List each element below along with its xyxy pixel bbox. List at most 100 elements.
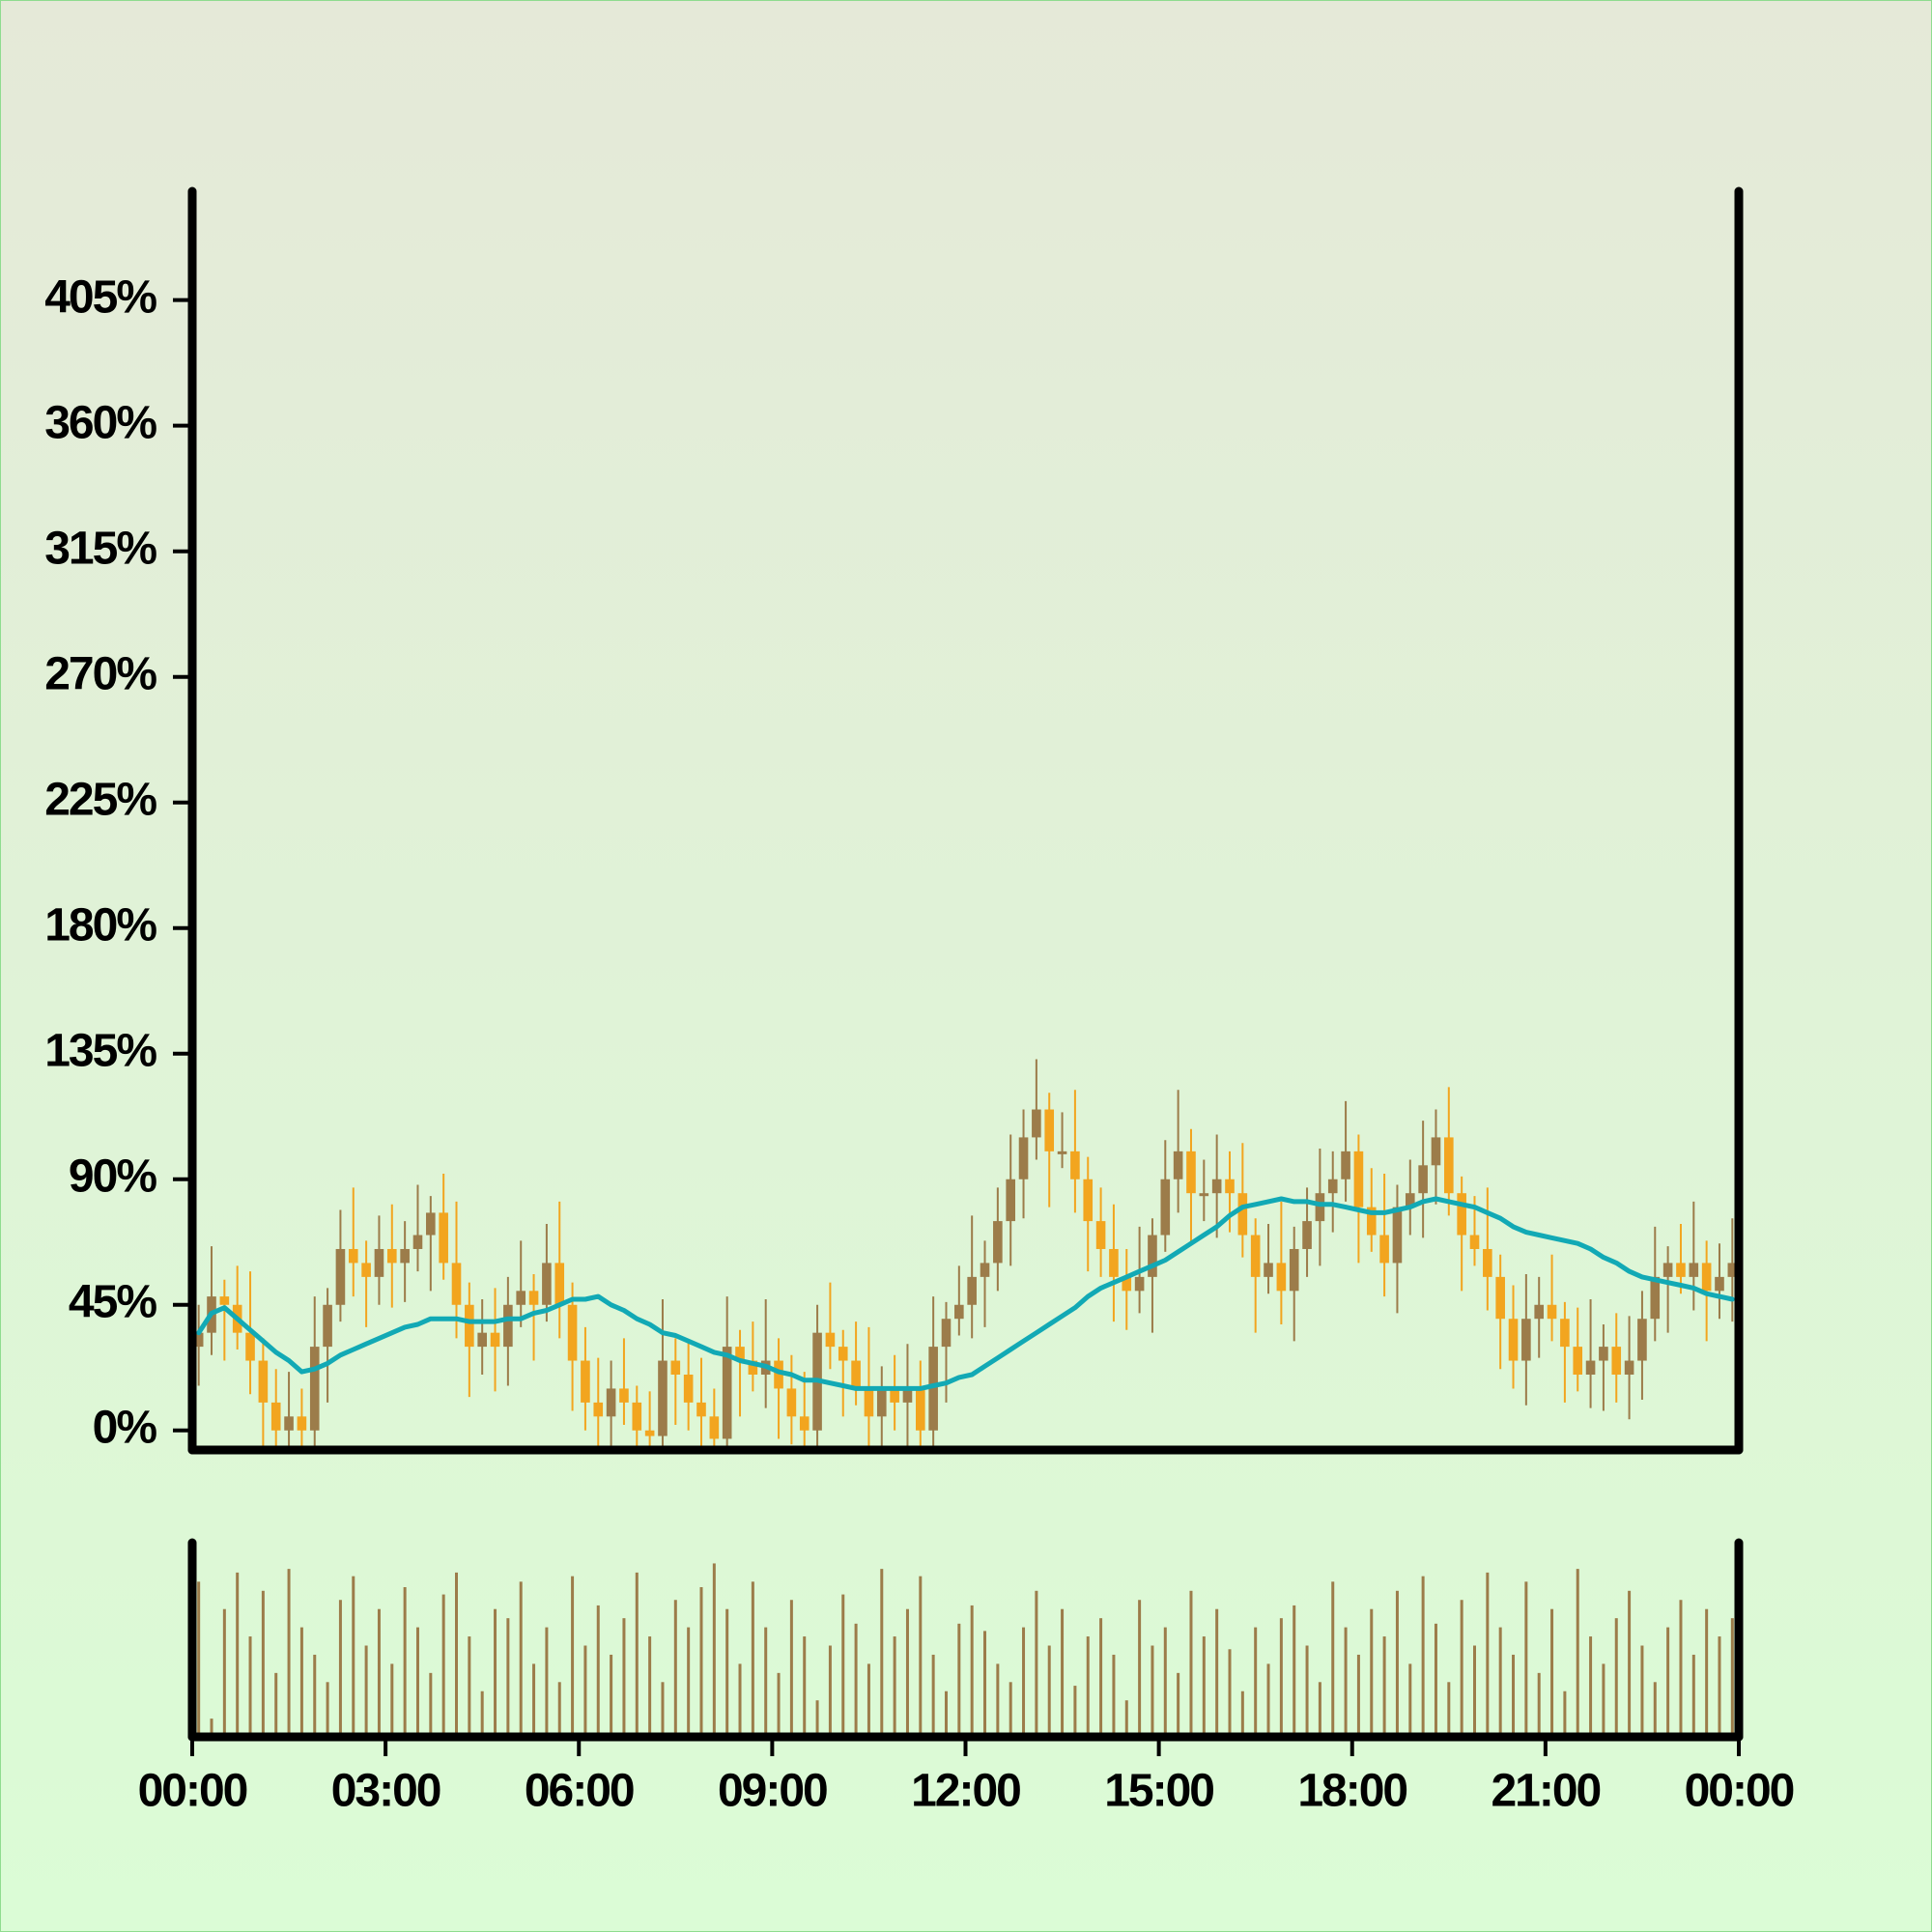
- volume-bar: [687, 1627, 691, 1737]
- candle-body: [876, 1388, 887, 1417]
- volume-bar: [789, 1600, 793, 1737]
- volume-bar: [248, 1636, 252, 1737]
- volume-bar: [1421, 1576, 1425, 1737]
- volume-bar: [1331, 1581, 1335, 1737]
- candle-body: [1508, 1319, 1519, 1361]
- volume-bar: [751, 1581, 754, 1737]
- candle-body: [542, 1263, 552, 1305]
- candle-body: [1676, 1263, 1686, 1277]
- candle-body: [1599, 1347, 1608, 1361]
- volume-bar: [1370, 1608, 1374, 1737]
- volume-bar: [648, 1636, 652, 1737]
- volume-bar: [1576, 1569, 1579, 1737]
- candle-body: [1689, 1263, 1699, 1277]
- volume-bar: [1035, 1590, 1038, 1737]
- candle-body: [1366, 1207, 1377, 1236]
- volume-bar: [210, 1719, 213, 1737]
- candle-body: [1560, 1319, 1570, 1348]
- candle-body: [683, 1374, 694, 1403]
- candle-body: [1302, 1221, 1312, 1249]
- candle-body: [335, 1248, 346, 1305]
- candle-body: [1315, 1193, 1325, 1222]
- volume-bar: [1730, 1618, 1734, 1737]
- candle-body: [528, 1291, 539, 1305]
- moving-average-line: [196, 1196, 1735, 1391]
- candle-body: [838, 1347, 848, 1361]
- volume-bar: [1498, 1627, 1502, 1737]
- candle-body: [465, 1304, 474, 1348]
- candle-body: [902, 1388, 913, 1403]
- volume-bar: [1460, 1600, 1463, 1737]
- y-tick-label: 270%: [44, 648, 156, 699]
- volume-bar: [1382, 1636, 1386, 1737]
- candle-body: [1264, 1263, 1273, 1277]
- volume-bar: [815, 1700, 819, 1737]
- volume-bar: [1447, 1682, 1451, 1737]
- volume-bar: [1228, 1649, 1232, 1737]
- volume-bar: [893, 1636, 896, 1737]
- y-tick-label: 180%: [44, 899, 156, 951]
- volume-bar: [274, 1672, 278, 1737]
- candle-body: [270, 1402, 281, 1431]
- candle-body: [1032, 1109, 1041, 1138]
- candle-body: [1044, 1109, 1055, 1151]
- candle-body: [1018, 1137, 1029, 1179]
- candle-body: [477, 1332, 487, 1348]
- candle-body: [284, 1416, 294, 1431]
- volume-bar: [1177, 1672, 1180, 1737]
- candle-body: [1109, 1248, 1119, 1277]
- candle-body: [928, 1347, 938, 1431]
- volume-bar: [1305, 1645, 1309, 1737]
- volume-bar: [1356, 1654, 1360, 1737]
- volume-bar: [1434, 1623, 1437, 1737]
- x-tick-label: 15:00: [1104, 1766, 1213, 1817]
- volume-bar: [571, 1576, 575, 1737]
- volume-bar: [1061, 1608, 1065, 1737]
- volume-bar: [1151, 1645, 1154, 1737]
- candle-body: [581, 1360, 590, 1403]
- candle-body: [980, 1263, 990, 1277]
- volume-bar: [390, 1663, 394, 1737]
- candle-body: [1457, 1193, 1466, 1236]
- volume-bar: [957, 1623, 961, 1737]
- candle-body: [644, 1430, 655, 1436]
- candle-body: [606, 1388, 616, 1417]
- candle-body: [1160, 1179, 1171, 1236]
- candle-body: [709, 1416, 720, 1439]
- candle-body: [1341, 1151, 1350, 1179]
- volume-bar: [725, 1608, 729, 1737]
- candle-body: [245, 1332, 255, 1361]
- candle-body: [426, 1212, 436, 1236]
- volume-bar: [1124, 1700, 1128, 1737]
- candle-body: [374, 1248, 384, 1277]
- candle-body: [361, 1263, 371, 1277]
- candle-body: [825, 1332, 836, 1348]
- volume-bar: [1112, 1654, 1116, 1737]
- candle-body: [1495, 1276, 1505, 1320]
- candle-body: [1186, 1151, 1196, 1194]
- x-tick-label: 18:00: [1297, 1766, 1406, 1817]
- volume-bar: [557, 1682, 561, 1737]
- volume-bar: [1628, 1590, 1632, 1737]
- candle-body: [490, 1332, 500, 1348]
- volume-bar: [738, 1663, 742, 1737]
- candle-body: [916, 1388, 925, 1431]
- volume-bar: [944, 1690, 948, 1737]
- volume-bar: [468, 1636, 471, 1737]
- volume-bar: [905, 1608, 909, 1737]
- y-tick-label: 225%: [44, 774, 156, 825]
- candle-body: [1237, 1193, 1248, 1236]
- volume-bar: [532, 1663, 536, 1737]
- volume-bar: [313, 1654, 317, 1737]
- volume-bar: [1086, 1636, 1090, 1737]
- volume-bar: [1512, 1654, 1516, 1737]
- candle-body: [851, 1360, 861, 1389]
- candle-body: [748, 1360, 758, 1375]
- candle-body: [567, 1304, 578, 1361]
- volume-bar: [970, 1605, 974, 1737]
- volume-bar: [610, 1654, 613, 1737]
- volume-bar: [1718, 1636, 1721, 1737]
- candle-body: [799, 1416, 810, 1431]
